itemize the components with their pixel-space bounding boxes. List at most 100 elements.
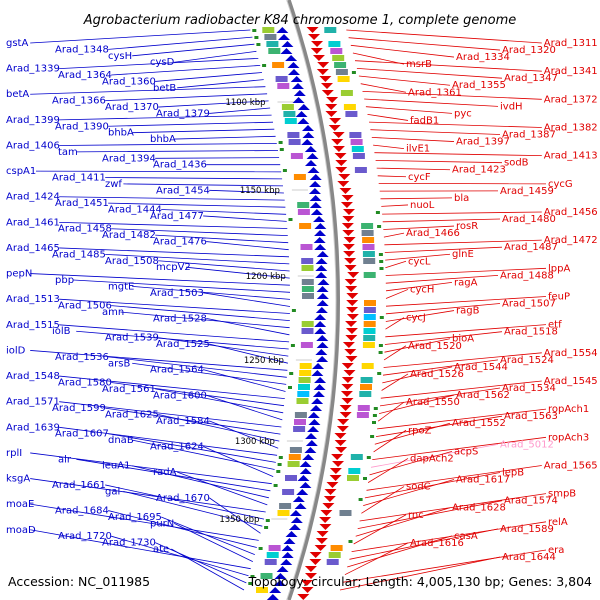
right-gene-label[interactable]: Arad_1397 xyxy=(456,137,510,148)
right-gene-label[interactable]: rnc xyxy=(408,510,424,521)
left-gene-label[interactable]: Arad_1436 xyxy=(153,160,207,171)
left-gene-label[interactable]: Arad_1339 xyxy=(6,64,60,75)
left-gene-label[interactable]: pepN xyxy=(6,269,32,280)
left-gene-label[interactable]: bhbA xyxy=(150,134,176,145)
left-gene-label[interactable]: ate xyxy=(153,544,169,555)
left-gene-label[interactable]: bhbA xyxy=(108,128,134,139)
right-gene-label[interactable]: Arad_1488 xyxy=(500,270,554,281)
left-gene-label[interactable]: Arad_1482 xyxy=(102,230,156,241)
left-gene-label[interactable]: ksgA xyxy=(6,474,30,485)
left-gene-label[interactable]: Arad_1360 xyxy=(102,76,156,87)
right-gene-label[interactable]: nuoL xyxy=(410,200,435,211)
left-gene-label[interactable]: cysD xyxy=(150,57,175,68)
right-gene-label[interactable]: Arad_1518 xyxy=(504,327,558,338)
right-gene-label[interactable]: Arad_1466 xyxy=(406,228,460,239)
left-gene-label[interactable]: Arad_1454 xyxy=(156,185,210,196)
right-gene-label[interactable]: Arad_1387 xyxy=(502,130,556,141)
left-gene-label[interactable]: Arad_1424 xyxy=(6,192,60,203)
left-gene-label[interactable]: Arad_1528 xyxy=(153,313,207,324)
right-gene-label[interactable]: Arad_1545 xyxy=(544,376,598,387)
right-gene-label[interactable]: rosR xyxy=(456,221,478,232)
left-gene-label[interactable]: iolD xyxy=(6,345,26,356)
left-gene-label[interactable]: betA xyxy=(6,89,29,100)
left-gene-label[interactable]: betB xyxy=(153,83,176,94)
right-gene-label[interactable]: Arad_1628 xyxy=(452,503,506,514)
left-gene-label[interactable]: Arad_1513 xyxy=(6,294,60,305)
right-gene-label[interactable]: Arad_1562 xyxy=(456,390,510,401)
right-gene-label[interactable]: lepB xyxy=(502,468,524,479)
right-gene-label[interactable]: Arad_1526 xyxy=(410,369,464,380)
left-gene-label[interactable]: Arad_1525 xyxy=(156,339,210,350)
left-gene-label[interactable]: amn xyxy=(102,307,124,318)
left-gene-label[interactable]: alr xyxy=(58,454,72,465)
left-gene-label[interactable]: Arad_1476 xyxy=(153,237,207,248)
left-gene-label[interactable]: moaE xyxy=(6,499,34,510)
right-gene-label[interactable]: ropAch3 xyxy=(548,432,589,443)
left-gene-label[interactable]: Arad_1406 xyxy=(6,140,60,151)
right-gene-label[interactable]: Arad_1487 xyxy=(504,242,558,253)
left-gene-label[interactable]: Arad_1730 xyxy=(102,538,156,549)
right-gene-label[interactable]: Arad_1644 xyxy=(502,552,556,563)
left-gene-label[interactable]: Arad_1485 xyxy=(52,249,106,260)
right-gene-label[interactable]: Arad_1554 xyxy=(544,348,598,359)
right-gene-label[interactable]: Arad_1480 xyxy=(502,214,556,225)
left-gene-label[interactable]: Arad_1444 xyxy=(108,205,162,216)
right-gene-label[interactable]: Arad_1334 xyxy=(456,52,510,63)
left-gene-label[interactable]: Arad_1411 xyxy=(52,173,106,184)
left-gene-label[interactable]: Arad_1515 xyxy=(6,320,60,331)
right-gene-label[interactable]: casA xyxy=(454,531,478,542)
left-gene-label[interactable]: Arad_1465 xyxy=(6,243,60,254)
right-gene-label[interactable]: Arad_1616 xyxy=(410,538,464,549)
left-gene-label[interactable]: mcpV2 xyxy=(156,262,191,273)
right-gene-label[interactable]: Arad_1320 xyxy=(502,45,556,56)
left-gene-label[interactable]: mgtE xyxy=(108,281,134,292)
right-gene-label[interactable]: ragA xyxy=(454,277,478,288)
right-gene-label[interactable]: Arad_1507 xyxy=(502,299,556,310)
left-gene-label[interactable]: Arad_1571 xyxy=(6,397,60,408)
left-gene-label[interactable]: rplI xyxy=(6,448,22,459)
left-gene-label[interactable]: Arad_1503 xyxy=(150,288,204,299)
right-gene-label[interactable]: cycH xyxy=(410,284,434,295)
right-gene-label[interactable]: cycJ xyxy=(406,313,426,324)
right-gene-label[interactable]: Arad_1472 xyxy=(544,235,598,246)
left-gene-label[interactable]: Arad_1390 xyxy=(55,121,109,132)
right-gene-label[interactable]: glnE xyxy=(452,249,474,260)
left-gene-label[interactable]: Arad_1564 xyxy=(150,365,204,376)
right-gene-label[interactable]: cycG xyxy=(548,179,573,190)
left-gene-label[interactable]: Arad_1639 xyxy=(6,422,60,433)
right-gene-label[interactable]: pyc xyxy=(454,108,472,119)
right-gene-label[interactable]: Arad_1459 xyxy=(500,186,554,197)
left-gene-label[interactable]: Arad_1625 xyxy=(105,409,159,420)
left-gene-label[interactable]: gal xyxy=(105,486,120,497)
right-gene-label[interactable]: fadB1 xyxy=(410,115,439,126)
right-gene-label[interactable]: ilvE1 xyxy=(406,144,430,155)
right-gene-label[interactable]: Arad_1456 xyxy=(544,207,598,218)
right-gene-label[interactable]: Arad_1589 xyxy=(500,524,554,535)
left-gene-label[interactable]: Arad_1684 xyxy=(55,506,109,517)
right-gene-label[interactable]: Arad_1347 xyxy=(504,73,558,84)
right-gene-label[interactable]: smpB xyxy=(548,489,576,500)
left-gene-label[interactable]: dnaB xyxy=(108,435,134,446)
right-gene-label[interactable]: Arad_1563 xyxy=(504,411,558,422)
left-gene-label[interactable]: Arad_1536 xyxy=(55,352,109,363)
right-gene-label[interactable]: Arad_1355 xyxy=(452,80,506,91)
left-gene-label[interactable]: Arad_1695 xyxy=(108,512,162,523)
left-gene-label[interactable]: Arad_1506 xyxy=(58,301,112,312)
left-gene-label[interactable]: radA xyxy=(153,467,177,478)
left-gene-label[interactable]: gstA xyxy=(6,38,28,49)
right-gene-label[interactable]: ivdH xyxy=(500,101,523,112)
left-gene-label[interactable]: Arad_1661 xyxy=(52,480,106,491)
left-gene-label[interactable]: Arad_1580 xyxy=(58,377,112,388)
right-gene-label[interactable]: Arad_1311 xyxy=(544,38,598,49)
right-gene-label[interactable]: Arad_1423 xyxy=(452,165,506,176)
left-gene-label[interactable]: leuA1 xyxy=(102,461,130,472)
left-gene-label[interactable]: tam xyxy=(58,147,78,158)
left-gene-label[interactable]: Arad_1584 xyxy=(156,416,210,427)
right-gene-label[interactable]: Arad_1552 xyxy=(452,418,506,429)
right-gene-label[interactable]: Arad_5012 xyxy=(500,439,554,450)
left-gene-label[interactable]: moaD xyxy=(6,525,36,536)
left-gene-label[interactable]: Arad_1451 xyxy=(55,198,109,209)
right-gene-label[interactable]: sodC xyxy=(406,482,431,493)
left-gene-label[interactable]: Arad_1548 xyxy=(6,371,60,382)
right-gene-label[interactable]: sodB xyxy=(504,158,529,169)
